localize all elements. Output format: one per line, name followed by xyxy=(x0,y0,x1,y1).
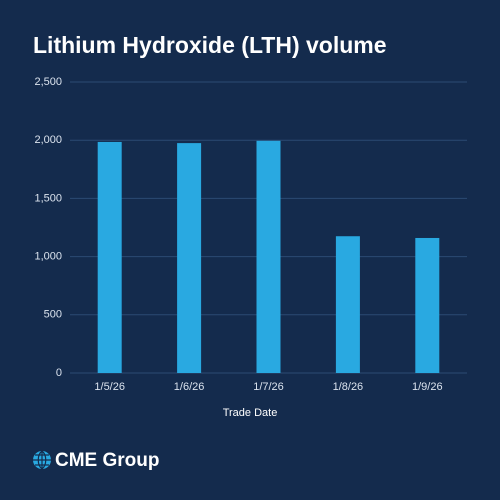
y-tick-label: 0 xyxy=(56,367,62,379)
x-tick-label: 1/6/26 xyxy=(174,381,205,393)
logo-text: CME Group xyxy=(55,450,160,471)
x-tick-label: 1/5/26 xyxy=(94,381,125,393)
y-tick-label: 2,000 xyxy=(34,134,62,146)
logo-icon xyxy=(33,450,51,470)
bar xyxy=(177,143,202,373)
y-tick-label: 2,500 xyxy=(34,76,62,88)
y-tick-label: 1,000 xyxy=(34,251,62,263)
bar xyxy=(335,236,360,373)
x-tick-label: 1/7/26 xyxy=(253,381,284,393)
x-tick-label: 1/9/26 xyxy=(412,381,443,393)
bar xyxy=(415,237,440,373)
y-tick-label: 500 xyxy=(44,309,62,321)
y-tick-label: 1,500 xyxy=(34,192,62,204)
bar xyxy=(256,140,281,373)
x-axis-label: Trade Date xyxy=(223,407,278,419)
chart-title: Lithium Hydroxide (LTH) volume xyxy=(33,32,387,58)
bar xyxy=(97,141,122,373)
x-tick-label: 1/8/26 xyxy=(333,381,364,393)
